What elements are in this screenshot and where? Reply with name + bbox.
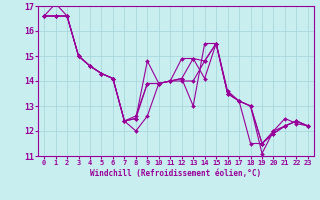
X-axis label: Windchill (Refroidissement éolien,°C): Windchill (Refroidissement éolien,°C) bbox=[91, 169, 261, 178]
